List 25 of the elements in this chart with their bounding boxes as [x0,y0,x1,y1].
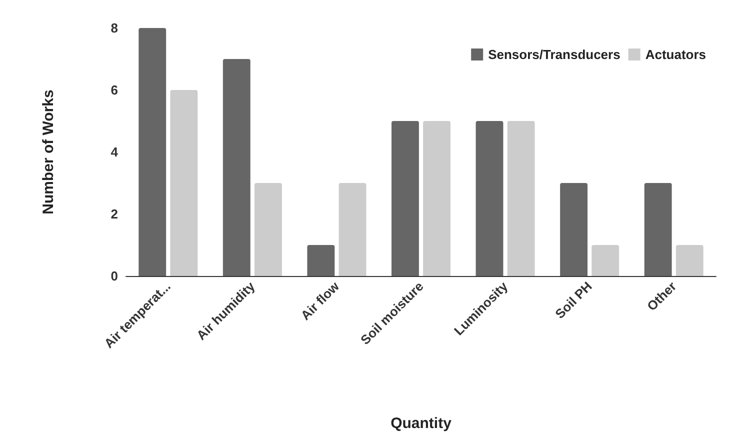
legend-label: Sensors/Transducers [488,47,620,62]
bar [423,121,450,276]
y-tick-label: 0 [110,268,118,284]
bar [170,90,198,276]
x-axis-title: Quantity [390,415,452,432]
bar [254,183,282,276]
bar [507,121,535,276]
legend-label: Actuators [645,47,706,62]
y-tick-label: 8 [110,20,118,36]
x-tick-label: Soil PH [552,278,595,322]
bar [560,183,588,276]
y-tick-label: 4 [110,144,119,160]
bar [138,28,166,276]
bar [676,245,704,276]
bar [338,183,366,276]
bar [307,245,335,276]
y-axis-title: Number of Works [40,90,57,214]
bar [592,245,620,276]
bar [644,183,672,276]
x-tick-label: Air flow [298,278,343,323]
bar [222,59,250,276]
y-tick-label: 2 [110,206,118,222]
bar [392,121,419,276]
y-tick-label: 6 [110,82,118,98]
bar [476,121,504,276]
